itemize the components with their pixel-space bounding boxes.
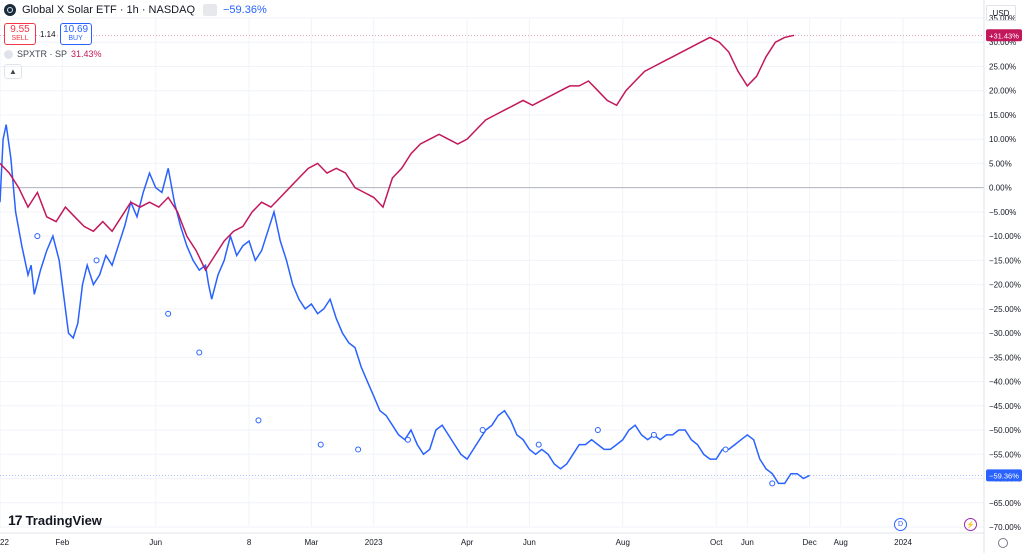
symbol-title[interactable]: Global X Solar ETF · 1h · NASDAQ bbox=[22, 4, 195, 16]
x-tick-label-2: 8 bbox=[247, 538, 252, 547]
x-tick-label-9: Feb bbox=[55, 538, 69, 547]
y-tick-label-20: −65.00% bbox=[989, 499, 1021, 508]
last-value-labels: −59.36% +31.43% bbox=[986, 29, 1022, 482]
dividend-marker-button[interactable]: D bbox=[894, 518, 907, 531]
sell-label: SELL bbox=[11, 35, 29, 42]
last-value-badge-0 bbox=[986, 469, 1022, 482]
x-tick-label-12: Jun bbox=[741, 538, 754, 547]
x-axis: 2022 Jun 8 2023 Jun Aug Oct Dec 2024 Feb Mar Apr Jun… bbox=[0, 532, 984, 547]
gear-icon[interactable] bbox=[998, 538, 1008, 548]
x-tick-label-11: Apr bbox=[461, 538, 474, 547]
event-marker-4 bbox=[255, 417, 262, 424]
symbol-change: −59.36% bbox=[223, 4, 267, 16]
event-marker-11 bbox=[650, 431, 657, 438]
solar-etf-icon bbox=[4, 4, 16, 16]
trade-panel: 9.55 SELL 1.14 10.69 BUY bbox=[4, 23, 92, 45]
event-marker-3 bbox=[196, 349, 203, 356]
y-tick-label-3: 20.00% bbox=[989, 87, 1016, 96]
x-tick-label-13: Aug bbox=[834, 538, 848, 547]
y-tick-label-11: −20.00% bbox=[989, 281, 1021, 290]
chevron-up-icon: ▲ bbox=[9, 67, 17, 76]
y-tick-label-16: −45.00% bbox=[989, 402, 1021, 411]
y-tick-label-0: 35.00% bbox=[989, 14, 1016, 23]
last-value-badge-1 bbox=[986, 29, 1022, 42]
event-marker-13 bbox=[769, 480, 776, 487]
buy-price: 10.69 bbox=[63, 24, 89, 35]
sell-button[interactable]: 9.55 SELL bbox=[4, 23, 36, 45]
compare-value: 31.43% bbox=[71, 49, 102, 59]
collapse-button[interactable]: ▲ bbox=[4, 64, 22, 79]
y-tick-label-4: 15.00% bbox=[989, 111, 1016, 120]
tradingview-logo[interactable]: 17 TradingView bbox=[8, 512, 102, 528]
compare-symbol[interactable]: SPXTR · SP 31.43% bbox=[4, 49, 102, 59]
y-tick-label-6: 5.00% bbox=[989, 159, 1012, 168]
y-tick-label-2: 25.00% bbox=[989, 62, 1016, 71]
chart-series bbox=[0, 34, 984, 485]
x-tick-label-0: 2022 bbox=[0, 538, 9, 547]
x-tick-label-6: Oct bbox=[710, 538, 723, 547]
currency-button[interactable]: USD bbox=[986, 5, 1016, 21]
event-marker-2 bbox=[165, 310, 172, 317]
event-marker-7 bbox=[404, 436, 411, 443]
y-tick-label-7: 0.00% bbox=[989, 184, 1012, 193]
y-tick-label-15: −40.00% bbox=[989, 378, 1021, 387]
x-tick-label-8: 2024 bbox=[894, 538, 912, 547]
spread-value: 1.14 bbox=[40, 29, 56, 39]
chart-grid bbox=[0, 17, 984, 528]
y-tick-label-14: −35.00% bbox=[989, 353, 1021, 362]
y-tick-label-18: −55.00% bbox=[989, 450, 1021, 459]
event-marker-9 bbox=[535, 441, 542, 448]
event-marker-8 bbox=[479, 427, 486, 434]
y-tick-label-8: −5.00% bbox=[989, 208, 1016, 217]
logo-text: TradingView bbox=[25, 512, 102, 528]
y-tick-label-21: −70.00% bbox=[989, 523, 1021, 532]
event-marker-1 bbox=[93, 257, 100, 264]
y-tick-label-17: −50.00% bbox=[989, 426, 1021, 435]
tradingview-logo-icon: 17 bbox=[8, 512, 23, 528]
x-tick-label-7: Dec bbox=[803, 538, 817, 547]
y-tick-label-12: −25.00% bbox=[989, 305, 1021, 314]
y-tick-label-10: −15.00% bbox=[989, 256, 1021, 265]
y-tick-label-1: 30.00% bbox=[989, 38, 1016, 47]
x-tick-label-10: Mar bbox=[305, 538, 319, 547]
last-value-text-1: +31.43% bbox=[989, 31, 1019, 40]
chart-header: Global X Solar ETF · 1h · NASDAQ −59.36% bbox=[4, 4, 267, 16]
settings-icon[interactable] bbox=[203, 4, 217, 16]
event-marker-10 bbox=[594, 427, 601, 434]
y-tick-label-13: −30.00% bbox=[989, 329, 1021, 338]
y-tick-label-9: −10.00% bbox=[989, 232, 1021, 241]
sell-price: 9.55 bbox=[10, 24, 30, 35]
series-line-1 bbox=[0, 34, 795, 272]
buy-button[interactable]: 10.69 BUY bbox=[59, 23, 92, 45]
event-marker-5 bbox=[317, 441, 324, 448]
x-tick-label-5: Aug bbox=[616, 538, 630, 547]
buy-label: BUY bbox=[68, 35, 83, 42]
event-marker-12 bbox=[722, 446, 729, 453]
y-tick-label-5: 10.00% bbox=[989, 135, 1016, 144]
compare-label: SPXTR · SP bbox=[17, 49, 68, 59]
event-marker-0 bbox=[34, 233, 41, 240]
compare-icon bbox=[4, 49, 13, 59]
x-tick-label-4: Jun bbox=[523, 538, 536, 547]
flash-icon[interactable]: ⚡ bbox=[964, 518, 977, 531]
event-marker-6 bbox=[355, 446, 362, 453]
x-tick-label-3: 2023 bbox=[365, 538, 383, 547]
chart-markers bbox=[34, 233, 776, 487]
series-line-0 bbox=[0, 124, 810, 485]
x-tick-label-1: Jun bbox=[149, 538, 162, 547]
last-value-text-0: −59.36% bbox=[989, 471, 1019, 480]
